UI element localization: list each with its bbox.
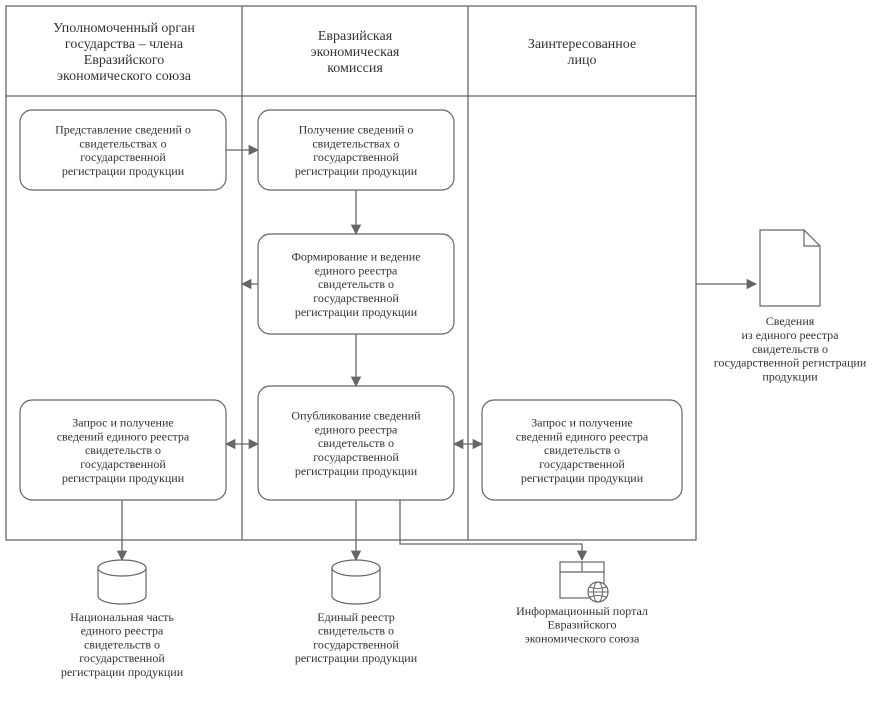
flowchart-container: Уполномоченный органгосударства – членаЕ… [0,0,893,710]
svg-text:Получение сведений освидетельс: Получение сведений освидетельствах огосу… [295,123,418,178]
node-n5: Опубликование сведенийединого реестрасви… [258,386,454,500]
node-n3: Формирование и ведениеединого реестрасви… [258,234,454,334]
node-n6: Запрос и получениесведений единого реест… [482,400,682,500]
node-n4: Запрос и получениесведений единого реест… [20,400,226,500]
node-n1: Представление сведений освидетельствах о… [20,110,226,190]
node-n2: Получение сведений освидетельствах огосу… [258,110,454,190]
